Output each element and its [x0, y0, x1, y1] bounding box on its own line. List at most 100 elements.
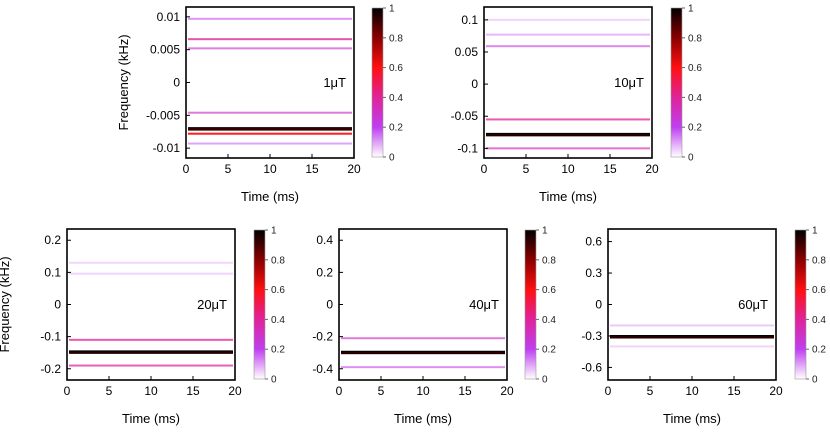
y-tick-label: -0.6 — [581, 360, 602, 374]
x-tick-label: 10 — [561, 162, 575, 176]
y-tick-label: -0.1 — [457, 141, 478, 155]
y-tick-label: 0.01 — [157, 10, 181, 24]
y-tick-label: 0.1 — [461, 13, 478, 27]
x-tick-label: 15 — [603, 162, 617, 176]
colorbar — [671, 8, 682, 157]
y-tick-label: 0.005 — [150, 43, 180, 57]
x-tick-label: 0 — [183, 162, 190, 176]
y-tick-label: 0 — [471, 77, 478, 91]
colorbar-frame — [670, 7, 683, 158]
colorbar — [254, 230, 265, 379]
colorbar-tick-label: 0.8 — [542, 255, 556, 266]
frequency-band — [486, 33, 650, 36]
frequency-band — [69, 261, 233, 264]
frequency-band — [188, 17, 352, 20]
x-tick-label: 0 — [336, 384, 343, 398]
frequency-band — [486, 118, 650, 121]
x-tick-label: 10 — [685, 384, 699, 398]
y-tick-label: 0.4 — [316, 233, 333, 247]
frequency-band — [341, 366, 505, 369]
x-tick-label: 15 — [458, 384, 472, 398]
x-tick-label: 20 — [500, 384, 514, 398]
x-tick-label: 5 — [378, 384, 385, 398]
y-tick-label: 0 — [595, 298, 602, 312]
colorbar-tick-label: 0.6 — [542, 285, 556, 296]
colorbar — [372, 8, 383, 157]
field-strength-label: 1μT — [323, 75, 346, 90]
y-tick-label: -0.3 — [581, 329, 602, 343]
spectrogram-panel-5: 0 5 10 15 20 0.6 0.3 0 -0.3 -0.6 Time (ms) 60μT 0 0.2… — [581, 226, 826, 427]
y-axis-label: Frequency (kHz) — [116, 34, 131, 130]
colorbar-tick-label: 0.2 — [688, 123, 702, 134]
frequency-band — [486, 147, 650, 150]
y-tick-label: -0.01 — [153, 141, 181, 155]
field-strength-label: 20μT — [197, 297, 227, 312]
y-tick-label: -0.005 — [146, 108, 180, 122]
frequency-band — [188, 127, 352, 131]
frequency-band — [188, 47, 352, 50]
y-tick-label: -0.4 — [312, 362, 333, 376]
frequency-band — [69, 350, 233, 354]
y-tick-label: 0 — [54, 298, 61, 312]
x-tick-label: 5 — [225, 162, 232, 176]
y-tick-label: -0.05 — [451, 109, 479, 123]
frequency-band — [188, 111, 352, 114]
frequency-band — [486, 133, 650, 137]
colorbar-tick-label: 1 — [271, 226, 277, 237]
colorbar-tick-label: 1 — [688, 4, 694, 15]
colorbar-tick-label: 0.8 — [688, 33, 702, 44]
colorbar — [525, 230, 536, 379]
colorbar-frame — [371, 7, 384, 158]
field-strength-label: 10μT — [614, 75, 644, 90]
x-tick-label: 5 — [647, 384, 654, 398]
frequency-band — [341, 351, 505, 355]
colorbar-tick-label: 0.6 — [389, 63, 403, 74]
y-tick-label: 0 — [173, 76, 180, 90]
spectrogram-panel-4: 0 5 10 15 20 0.4 0.2 0 -0.2 -0.4 Time (ms) 40μT 0 0.2… — [312, 226, 556, 427]
colorbar-tick-label: 1 — [389, 4, 395, 15]
x-tick-label: 0 — [605, 384, 612, 398]
colorbar-tick-label: 0.4 — [688, 93, 702, 104]
frequency-band — [486, 18, 650, 21]
frequency-band — [188, 38, 352, 41]
x-tick-label: 15 — [727, 384, 741, 398]
frequency-band — [610, 324, 774, 327]
colorbar-tick-label: 0.6 — [271, 285, 285, 296]
x-tick-label: 20 — [228, 384, 242, 398]
x-tick-label: 10 — [416, 384, 430, 398]
field-strength-label: 40μT — [469, 297, 499, 312]
colorbar-tick-label: 0.2 — [542, 345, 556, 356]
frequency-band — [69, 364, 233, 367]
colorbar-tick-label: 0 — [389, 153, 395, 164]
x-tick-label: 5 — [523, 162, 530, 176]
x-tick-label: 5 — [106, 384, 113, 398]
frequency-band — [610, 345, 774, 348]
colorbar-tick-label: 1 — [542, 226, 548, 237]
plot-area — [67, 229, 235, 380]
x-tick-label: 20 — [645, 162, 659, 176]
y-tick-label: 0.2 — [316, 265, 333, 279]
y-tick-label: 0.2 — [44, 233, 61, 247]
x-tick-label: 0 — [64, 384, 71, 398]
x-tick-label: 0 — [481, 162, 488, 176]
x-axis-label: Time (ms) — [122, 411, 180, 426]
y-tick-label: 0.05 — [455, 45, 479, 59]
y-tick-label: -0.1 — [40, 330, 61, 344]
colorbar-tick-label: 0.2 — [389, 123, 403, 134]
spectrogram-panel-2: 0 5 10 15 20 0.1 0.05 0 -0.05 -0.1 Time (ms) 10μT 0 0… — [451, 4, 703, 205]
frequency-band — [610, 335, 774, 339]
colorbar-tick-label: 0.8 — [389, 33, 403, 44]
colorbar-tick-label: 1 — [812, 226, 818, 237]
colorbar-tick-label: 0 — [812, 375, 818, 386]
x-axis-label: Time (ms) — [663, 411, 721, 426]
x-tick-label: 15 — [186, 384, 200, 398]
colorbar-tick-label: 0.2 — [812, 345, 826, 356]
y-tick-label: 0.3 — [585, 266, 602, 280]
x-axis-label: Time (ms) — [394, 411, 452, 426]
colorbar-frame — [524, 229, 537, 380]
colorbar-tick-label: 0.8 — [271, 255, 285, 266]
colorbar-tick-label: 0.4 — [389, 93, 403, 104]
x-tick-label: 20 — [347, 162, 361, 176]
colorbar-tick-label: 0.6 — [688, 63, 702, 74]
